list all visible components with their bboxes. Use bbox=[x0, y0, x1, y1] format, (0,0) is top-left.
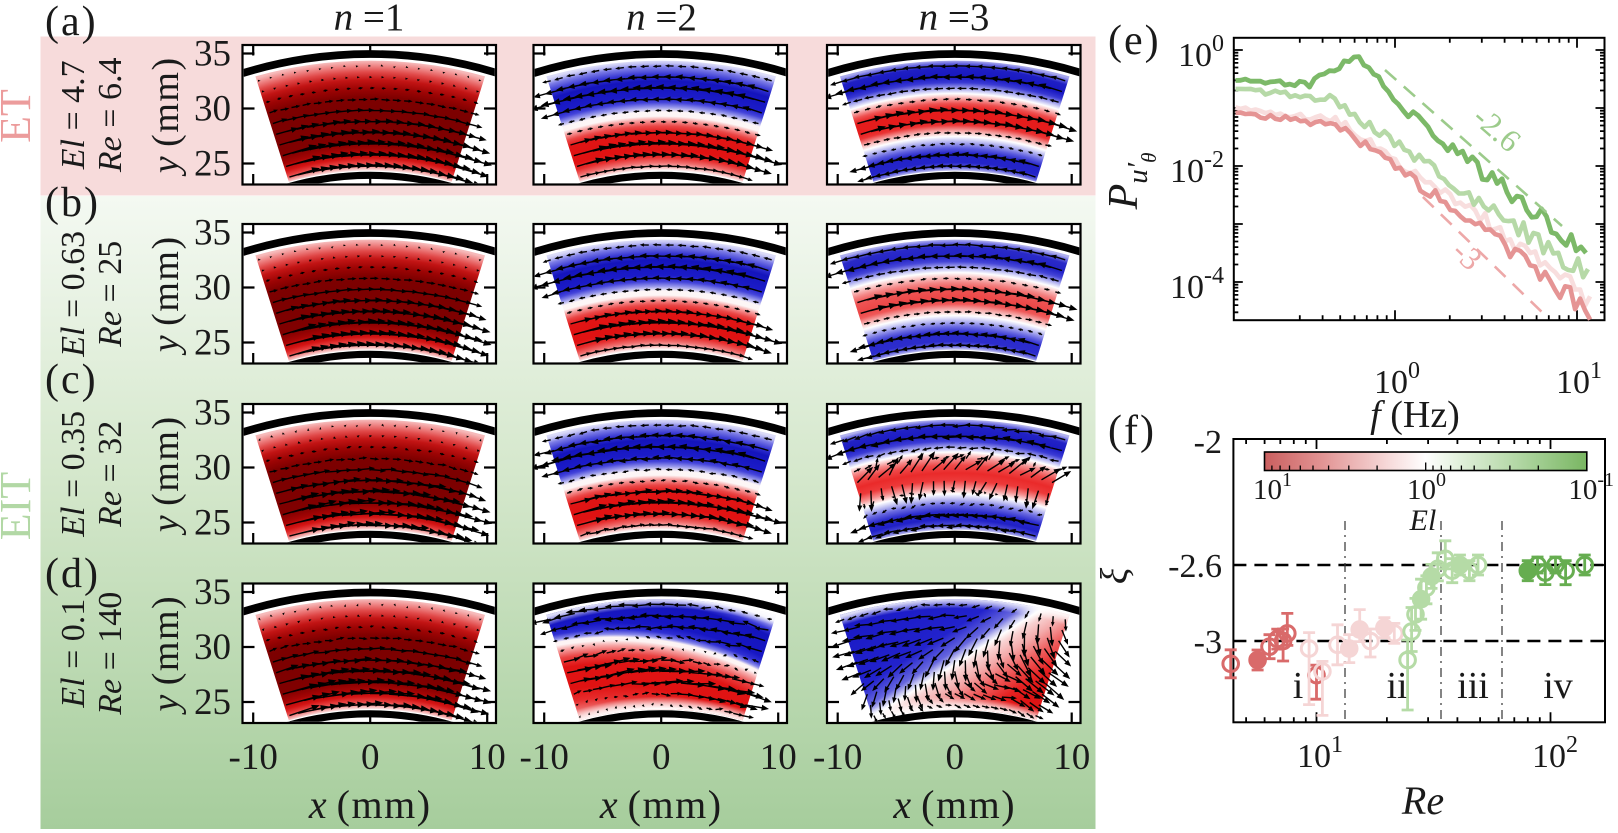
svg-text:25: 25 bbox=[194, 144, 231, 185]
svg-text:x (mm): x (mm) bbox=[308, 782, 432, 827]
svg-text:(d): (d) bbox=[45, 551, 100, 597]
svg-text:Re = 140: Re = 140 bbox=[92, 592, 129, 716]
svg-text:(a): (a) bbox=[45, 0, 98, 45]
svg-text:i: i bbox=[1293, 665, 1304, 707]
svg-text:x (mm): x (mm) bbox=[892, 782, 1016, 827]
svg-text:(c): (c) bbox=[45, 357, 98, 403]
svg-text:ET: ET bbox=[0, 89, 40, 143]
svg-text:35: 35 bbox=[194, 393, 231, 434]
svg-text:-2: -2 bbox=[1194, 424, 1222, 461]
svg-text:x (mm): x (mm) bbox=[599, 782, 723, 827]
svg-text:25: 25 bbox=[194, 682, 231, 723]
svg-text:El: El bbox=[1409, 504, 1437, 537]
svg-text:35: 35 bbox=[194, 572, 231, 613]
svg-text:n =3: n =3 bbox=[919, 0, 990, 39]
svg-text:El = 0.1: El = 0.1 bbox=[55, 599, 92, 709]
svg-text:Re: Re bbox=[1401, 778, 1444, 823]
svg-text:y (mm): y (mm) bbox=[145, 415, 187, 536]
svg-text:-10: -10 bbox=[229, 737, 278, 778]
svg-text:y (mm): y (mm) bbox=[145, 595, 187, 716]
svg-text:EIT: EIT bbox=[0, 472, 40, 541]
svg-text:n =2: n =2 bbox=[626, 0, 697, 39]
svg-text:(f): (f) bbox=[1108, 408, 1156, 454]
svg-text:-2.6: -2.6 bbox=[1168, 548, 1222, 585]
svg-text:(b): (b) bbox=[45, 180, 100, 226]
svg-text:El = 0.63: El = 0.63 bbox=[55, 231, 92, 358]
svg-text:(e): (e) bbox=[1108, 18, 1161, 64]
svg-text:0: 0 bbox=[652, 737, 671, 778]
svg-text:30: 30 bbox=[194, 268, 231, 309]
svg-text:n =1: n =1 bbox=[334, 0, 405, 39]
svg-text:30: 30 bbox=[194, 627, 231, 668]
svg-text:y (mm): y (mm) bbox=[145, 56, 187, 177]
svg-text:0: 0 bbox=[361, 737, 380, 778]
svg-text:y (mm): y (mm) bbox=[145, 235, 187, 356]
svg-text:30: 30 bbox=[194, 89, 231, 130]
svg-text:-10: -10 bbox=[520, 737, 569, 778]
svg-text:10: 10 bbox=[760, 737, 797, 778]
svg-text:El = 4.7: El = 4.7 bbox=[55, 60, 92, 170]
svg-text:El = 0.35: El = 0.35 bbox=[55, 411, 92, 538]
svg-text:ξ: ξ bbox=[1094, 567, 1136, 584]
svg-text:101: 101 bbox=[1297, 732, 1343, 775]
svg-text:Re = 6.4: Re = 6.4 bbox=[92, 58, 129, 174]
svg-text:-3: -3 bbox=[1194, 624, 1222, 661]
svg-text:Re = 32: Re = 32 bbox=[92, 421, 129, 528]
svg-text:35: 35 bbox=[194, 34, 231, 75]
svg-text:f (Hz): f (Hz) bbox=[1370, 394, 1460, 436]
svg-text:iii: iii bbox=[1457, 665, 1489, 707]
svg-text:-10: -10 bbox=[813, 737, 862, 778]
svg-text:35: 35 bbox=[194, 213, 231, 254]
svg-text:iv: iv bbox=[1543, 665, 1573, 707]
svg-text:Re = 25: Re = 25 bbox=[92, 241, 129, 348]
svg-text:10: 10 bbox=[1053, 737, 1090, 778]
svg-text:0: 0 bbox=[945, 737, 964, 778]
svg-text:ii: ii bbox=[1386, 665, 1407, 707]
svg-text:25: 25 bbox=[194, 323, 231, 364]
svg-text:30: 30 bbox=[194, 448, 231, 489]
svg-text:25: 25 bbox=[194, 503, 231, 544]
svg-text:10: 10 bbox=[469, 737, 506, 778]
svg-text:101: 101 bbox=[1253, 469, 1292, 506]
